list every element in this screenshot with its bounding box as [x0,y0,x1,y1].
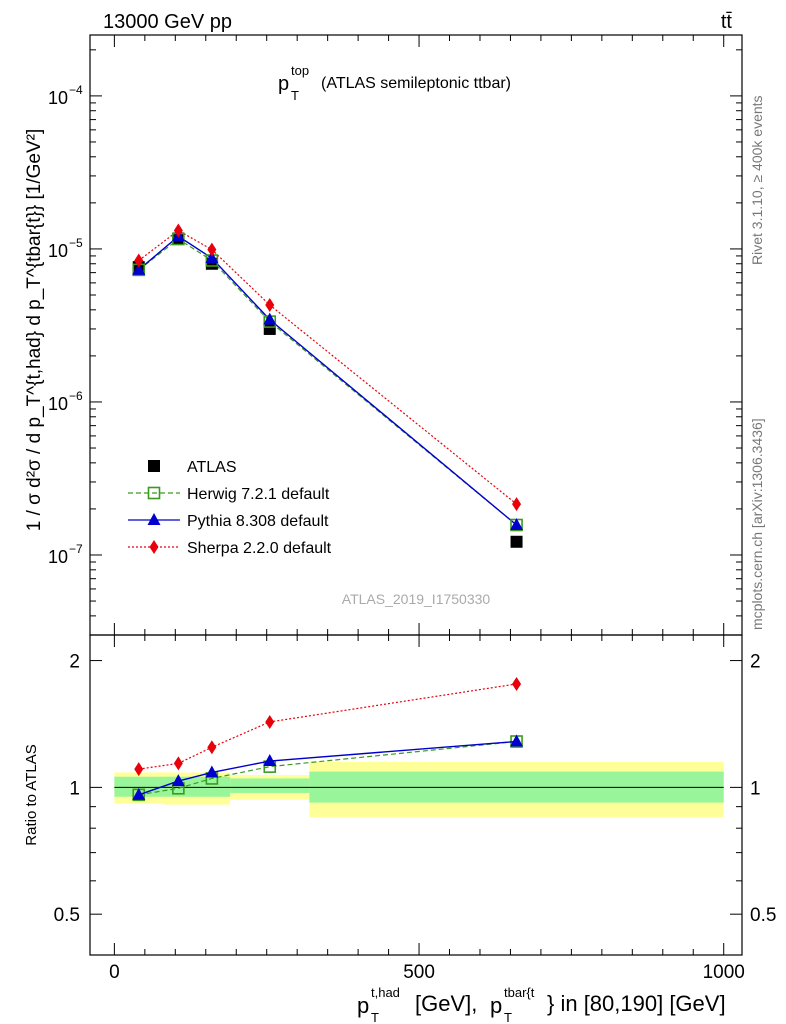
legend-label-atlas: ATLAS [187,459,237,476]
ratio-y-tick-label-right: 0.5 [750,905,776,926]
ratio-y-axis-label: Ratio to ATLAS [23,744,40,845]
ratio-line-herwig [138,740,517,796]
main-y-tick-label: 10 [48,241,68,261]
process-label: tt̄ [721,11,733,33]
x-title-p2: p [490,993,502,1018]
legend-marker-pythia [147,513,161,525]
x-title-sup1: t,had [371,985,400,1000]
main-y-tick-label: 10 [48,88,68,108]
main-point-atlas [263,322,276,335]
main-point-sherpa [512,497,522,512]
title-subscript: T [291,88,299,103]
collision-label: 13000 GeV pp [103,11,232,33]
svg-text:p: p [278,73,289,95]
x-title-sup2: tbar{t [504,985,535,1000]
legend-label-herwig: Herwig 7.2.1 default [187,486,330,503]
main-point-pythia [263,312,277,325]
main-y-tick-label: 10 [48,394,68,414]
x-title-tail: } in [80,190] [GeV] [547,991,726,1016]
legend-label-pythia: Pythia 8.308 default [187,513,329,530]
ratio-plot [114,676,724,818]
ratio-point-pythia [171,774,185,787]
ratio-point-sherpa [207,740,217,755]
title-rest: (ATLAS semileptonic ttbar) [321,75,511,92]
ratio-y-tick-label: 2 [69,652,80,673]
main-point-sherpa [173,223,183,238]
main-y-tick-label: 10 [48,547,68,567]
ratio-y-tick-label-right: 2 [750,652,761,673]
x-tick-label: 1000 [703,962,745,983]
main-point-pythia [510,518,524,531]
legend: ATLAS Herwig 7.2.1 default Pythia 8.308 de… [128,459,332,557]
main-line-herwig [138,238,517,526]
main-plot [132,223,524,548]
main-point-pythia [132,262,146,275]
main-y-tick-exponent: −7 [69,542,83,556]
x-title-sub1: T [371,1010,379,1024]
ratio-point-pythia [132,787,146,800]
legend-marker-sherpa [149,540,159,554]
x-tick-label: 0 [109,962,120,983]
main-point-atlas [510,535,523,548]
x-title-sub2: T [504,1010,512,1024]
mcplots-label: mcplots.cern.ch [arXiv:1306.3436] [749,418,765,630]
main-point-pythia [205,251,219,264]
main-point-sherpa [207,242,217,257]
main-y-axis-label: 1 / σ d²σ / d p_T^{t,had} d p_T^{tbar{t}… [24,129,45,532]
ratio-y-tick-label: 1 [69,778,80,799]
legend-marker-atlas [148,460,160,472]
plot-frames: 10 −410 −510 −610 −72 21 10.5 0.50 500 1000 [48,34,776,983]
ratio-point-pythia [263,754,277,767]
title-superscript: top [291,63,309,78]
main-point-sherpa [134,253,144,268]
main-plot-title: p top T (ATLAS semileptonic ttbar) [278,63,511,103]
ratio-y-tick-label-right: 1 [750,778,761,799]
legend-label-sherpa: Sherpa 2.2.0 default [187,540,332,557]
uncertainty-band-inner-0 [114,776,164,797]
rivet-label: Rivet 3.1.10, ≥ 400k events [749,95,765,265]
main-line-pythia [138,235,517,526]
main-y-tick-exponent: −5 [69,236,83,250]
x-tick-label: 500 [403,962,435,983]
analysis-watermark: ATLAS_2019_I1750330 [342,591,491,607]
x-axis-title: p T t,had [GeV], p T tbar{t } in [80,190… [357,985,726,1024]
ratio-point-pythia [510,734,524,747]
main-point-sherpa [265,298,275,313]
title-p: p [278,73,289,95]
ratio-point-sherpa [512,676,522,691]
main-y-tick-exponent: −6 [69,389,83,403]
x-title-p1: p [357,993,369,1018]
uncertainty-band-inner-2 [230,778,310,793]
ratio-point-sherpa [173,756,183,771]
main-y-tick-exponent: −4 [69,83,83,97]
ratio-y-tick-label: 0.5 [54,905,80,926]
ratio-point-pythia [205,765,219,778]
legend-marker-herwig [147,486,161,500]
ratio-point-sherpa [134,762,144,777]
ratio-frame [89,634,743,956]
x-title-mid: [GeV], [415,991,477,1016]
ratio-point-sherpa [265,714,275,729]
